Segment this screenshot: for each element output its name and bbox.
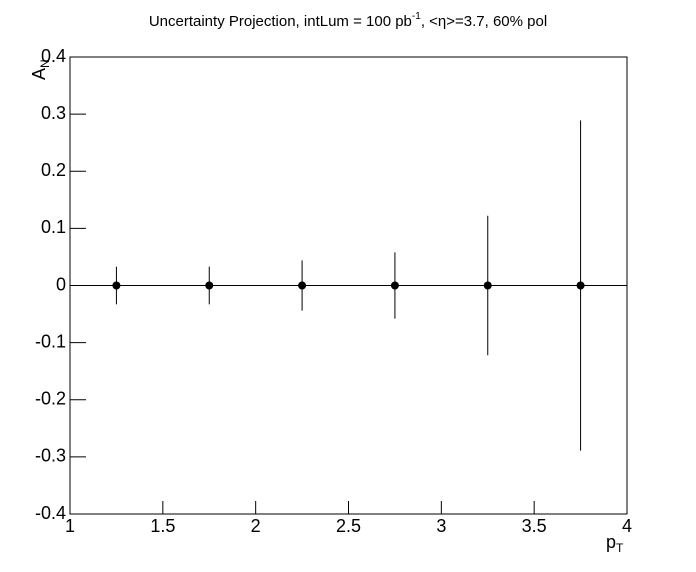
x-tick-label: 2.5 [336, 516, 361, 536]
data-point [298, 281, 307, 290]
y-label-main: A [29, 68, 49, 80]
y-label-sub: N [38, 59, 52, 68]
y-tick-label: 0.3 [41, 103, 66, 123]
data-point [483, 281, 492, 290]
y-tick-label: 0.2 [41, 160, 66, 180]
x-tick-label: 1 [65, 516, 75, 536]
data-point [205, 281, 214, 290]
y-tick-label: -0.1 [35, 331, 66, 351]
y-axis-label: AN [29, 59, 52, 80]
x-tick-label: 4 [622, 516, 632, 536]
data-point [112, 281, 121, 290]
y-tick-label: 0.1 [41, 217, 66, 237]
y-tick-label: 0.4 [41, 46, 66, 66]
y-tick-label: 0 [56, 274, 66, 294]
data-point [390, 281, 399, 290]
x-label-sub: T [616, 541, 624, 555]
title-sup: -1 [412, 11, 421, 22]
y-tick-label: -0.3 [35, 446, 66, 466]
x-label-main: p [606, 532, 616, 552]
title-rest: , <η>=3.7, 60% pol [421, 13, 547, 30]
data-point [576, 281, 585, 290]
x-tick-label: 3.5 [522, 516, 547, 536]
x-axis-label: pT [606, 532, 624, 555]
title-main: Uncertainty Projection, intLum = 100 pb [149, 13, 412, 30]
x-tick-label: 3 [436, 516, 446, 536]
y-tick-label: -0.2 [35, 389, 66, 409]
x-tick-label: 2 [251, 516, 261, 536]
y-tick-label: -0.4 [35, 503, 66, 523]
chart-title: Uncertainty Projection, intLum = 100 pb-… [149, 11, 547, 30]
x-tick-label: 1.5 [150, 516, 175, 536]
